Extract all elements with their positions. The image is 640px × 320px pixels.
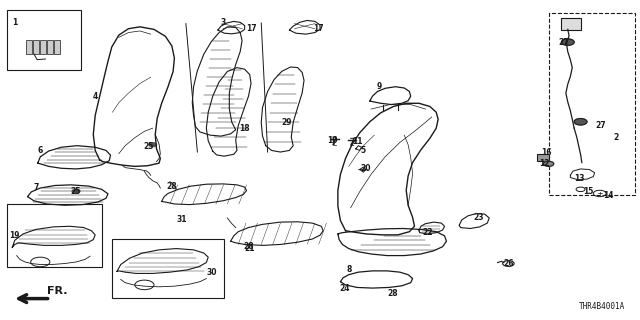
- Text: 14: 14: [604, 190, 614, 200]
- Text: 10: 10: [328, 136, 338, 145]
- Text: 26: 26: [504, 259, 515, 268]
- Text: 29: 29: [282, 118, 292, 127]
- Text: 23: 23: [473, 213, 484, 222]
- Text: 31: 31: [177, 215, 188, 224]
- Circle shape: [561, 39, 574, 45]
- Bar: [40, 40, 46, 54]
- Text: 21: 21: [244, 244, 255, 253]
- Bar: [561, 18, 580, 30]
- Bar: [54, 40, 60, 54]
- Text: 7: 7: [33, 183, 38, 192]
- Text: 22: 22: [422, 228, 433, 237]
- Circle shape: [72, 189, 80, 193]
- Text: 5: 5: [361, 146, 366, 155]
- Text: FR.: FR.: [47, 286, 67, 296]
- Text: 12: 12: [540, 159, 550, 168]
- Text: 1: 1: [12, 19, 17, 28]
- Text: 25: 25: [143, 142, 154, 151]
- Bar: [548, 13, 635, 195]
- Text: 6: 6: [38, 146, 43, 155]
- Bar: [26, 40, 32, 54]
- Text: 24: 24: [339, 284, 349, 292]
- Circle shape: [574, 119, 587, 125]
- Text: 30: 30: [206, 268, 217, 277]
- Bar: [113, 239, 224, 298]
- Bar: [7, 204, 102, 267]
- Text: 28: 28: [166, 182, 177, 191]
- Circle shape: [543, 161, 554, 166]
- Bar: [7, 10, 81, 70]
- Bar: [537, 154, 548, 161]
- Text: 19: 19: [10, 231, 20, 240]
- Text: 28: 28: [387, 289, 398, 298]
- Bar: [33, 40, 39, 54]
- Text: 17: 17: [246, 24, 257, 33]
- Text: 17: 17: [314, 24, 324, 33]
- Text: 4: 4: [93, 92, 98, 101]
- Text: 13: 13: [574, 174, 584, 183]
- Text: 9: 9: [376, 82, 381, 91]
- Text: 2: 2: [614, 133, 619, 142]
- Text: 16: 16: [541, 148, 552, 157]
- Text: 27: 27: [596, 121, 606, 130]
- Text: 15: 15: [583, 187, 593, 196]
- Text: 3: 3: [220, 19, 225, 28]
- Text: THR4B4001A: THR4B4001A: [579, 302, 625, 311]
- Bar: [47, 40, 53, 54]
- Text: 8: 8: [346, 265, 351, 275]
- Text: 18: 18: [239, 124, 250, 132]
- Text: 11: 11: [352, 137, 362, 146]
- Circle shape: [149, 143, 157, 147]
- Text: 25: 25: [71, 188, 81, 196]
- Text: 28: 28: [243, 242, 254, 251]
- Text: 20: 20: [361, 164, 371, 173]
- Text: 27: 27: [559, 38, 569, 47]
